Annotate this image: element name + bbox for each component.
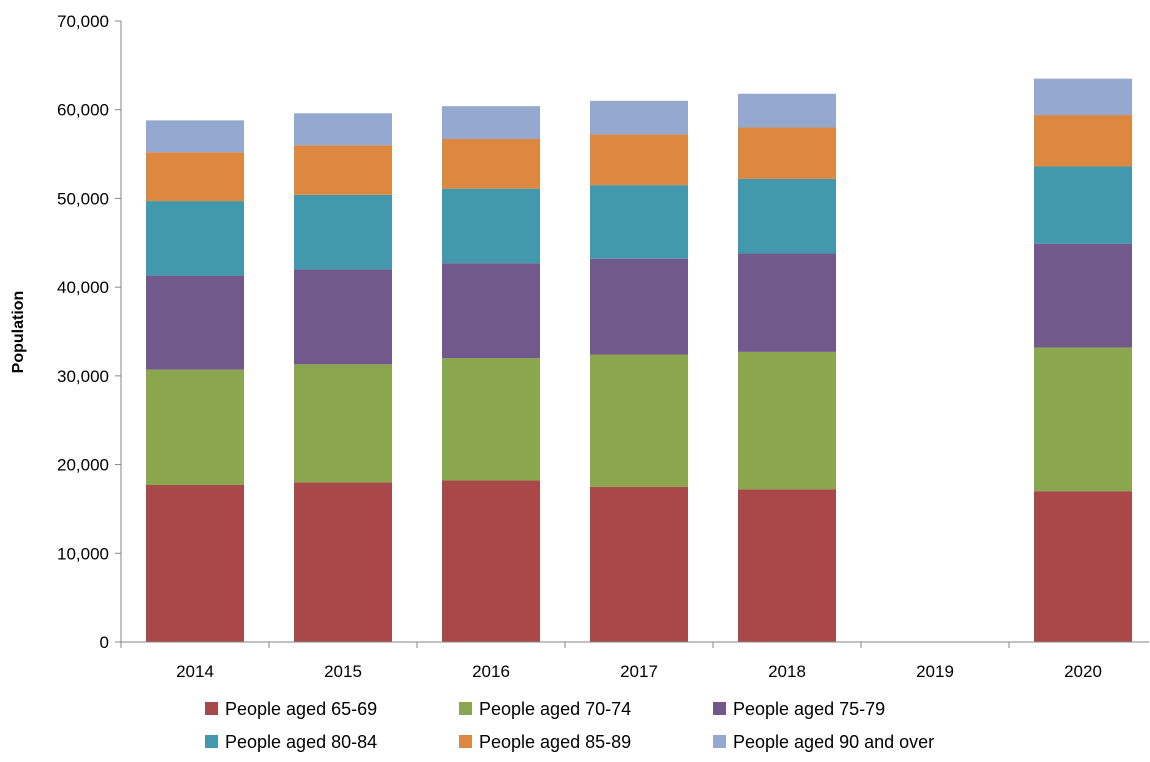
bar-segment-2015-series-5 bbox=[294, 145, 392, 195]
bar-segment-2015-series-2 bbox=[294, 364, 392, 483]
legend-item: People aged 90 and over bbox=[713, 732, 934, 752]
legend-swatch bbox=[713, 735, 726, 748]
x-tick-label: 2017 bbox=[620, 662, 658, 681]
bar-segment-2020-series-3 bbox=[1034, 243, 1132, 348]
bar-segment-2015-series-3 bbox=[294, 269, 392, 365]
bar-segment-2016-series-5 bbox=[442, 138, 540, 189]
x-tick-label: 2019 bbox=[916, 662, 954, 681]
y-tick-label: 0 bbox=[100, 633, 109, 652]
bar-segment-2017-series-2 bbox=[590, 354, 688, 487]
legend-item: People aged 65-69 bbox=[205, 699, 377, 719]
x-tick-label: 2014 bbox=[176, 662, 214, 681]
y-tick-label: 60,000 bbox=[57, 101, 109, 120]
legend-label: People aged 80-84 bbox=[225, 732, 377, 752]
bar-segment-2015-series-1 bbox=[294, 482, 392, 642]
bar-segment-2020-series-1 bbox=[1034, 491, 1132, 642]
legend-swatch bbox=[713, 702, 726, 715]
bar-segment-2016-series-2 bbox=[442, 358, 540, 481]
bar-segment-2014-series-4 bbox=[146, 201, 244, 276]
x-tick-label: 2015 bbox=[324, 662, 362, 681]
legend-label: People aged 85-89 bbox=[479, 732, 631, 752]
bar-segment-2016-series-4 bbox=[442, 188, 540, 264]
bar-segment-2018-series-6 bbox=[738, 93, 836, 128]
legend-swatch bbox=[459, 702, 472, 715]
bar-segment-2017-series-1 bbox=[590, 486, 688, 642]
bar-segment-2018-series-5 bbox=[738, 127, 836, 179]
bar-segment-2018-series-1 bbox=[738, 489, 836, 642]
bar-segment-2020-series-6 bbox=[1034, 78, 1132, 116]
x-tick-label: 2020 bbox=[1064, 662, 1102, 681]
y-tick-label: 50,000 bbox=[57, 189, 109, 208]
bar-segment-2014-series-3 bbox=[146, 275, 244, 370]
bar-segment-2016-series-6 bbox=[442, 106, 540, 139]
y-tick-label: 10,000 bbox=[57, 544, 109, 563]
axes-layer bbox=[120, 21, 1149, 643]
bar-segment-2018-series-2 bbox=[738, 351, 836, 490]
bar-segment-2014-series-6 bbox=[146, 120, 244, 153]
legend-item: People aged 80-84 bbox=[205, 732, 377, 752]
x-tick-label: 2016 bbox=[472, 662, 510, 681]
y-tick-label: 70,000 bbox=[57, 12, 109, 31]
legend-swatch bbox=[205, 702, 218, 715]
bar-segment-2014-series-5 bbox=[146, 152, 244, 202]
bar-segment-2015-series-6 bbox=[294, 113, 392, 146]
bar-segment-2020-series-4 bbox=[1034, 166, 1132, 244]
bar-segment-2017-series-3 bbox=[590, 258, 688, 355]
legend-item: People aged 85-89 bbox=[459, 732, 631, 752]
bar-segment-2018-series-3 bbox=[738, 253, 836, 352]
legend: People aged 65-69 People aged 70-74 People… bbox=[205, 699, 934, 752]
y-axis-title: Population bbox=[10, 291, 27, 374]
bar-segment-2020-series-2 bbox=[1034, 347, 1132, 492]
bar-segment-2017-series-4 bbox=[590, 185, 688, 259]
y-tick-label: 20,000 bbox=[57, 456, 109, 475]
bar-segment-2017-series-5 bbox=[590, 134, 688, 186]
legend-item: People aged 75-79 bbox=[713, 699, 885, 719]
bar-segment-2016-series-1 bbox=[442, 480, 540, 642]
x-tick-label: 2018 bbox=[768, 662, 806, 681]
legend-label: People aged 65-69 bbox=[225, 699, 377, 719]
y-tick-label: 30,000 bbox=[57, 367, 109, 386]
legend-label: People aged 70-74 bbox=[479, 699, 631, 719]
bar-segment-2014-series-1 bbox=[146, 484, 244, 642]
x-axis-ticks: 2014 2015 2016 2017 2018 2019 2020 bbox=[120, 642, 1102, 681]
legend-item: People aged 70-74 bbox=[459, 699, 631, 719]
legend-label: People aged 90 and over bbox=[733, 732, 934, 752]
bar-segment-2016-series-3 bbox=[442, 263, 540, 359]
y-axis-ticks: 0 10,000 20,000 30,000 40,000 50,000 60,000 70,… bbox=[57, 12, 121, 652]
y-tick-label: 40,000 bbox=[57, 278, 109, 297]
bar-segment-2014-series-2 bbox=[146, 369, 244, 485]
legend-swatch bbox=[459, 735, 472, 748]
bars-layer bbox=[146, 78, 1132, 642]
bar-segment-2015-series-4 bbox=[294, 194, 392, 270]
bar-segment-2020-series-5 bbox=[1034, 115, 1132, 167]
legend-swatch bbox=[205, 735, 218, 748]
bar-segment-2017-series-6 bbox=[590, 100, 688, 135]
bar-segment-2018-series-4 bbox=[738, 178, 836, 254]
legend-label: People aged 75-79 bbox=[733, 699, 885, 719]
